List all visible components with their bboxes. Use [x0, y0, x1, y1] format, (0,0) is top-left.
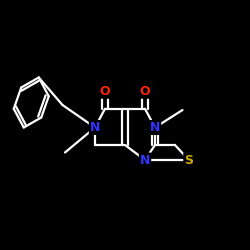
Text: N: N — [140, 154, 150, 166]
Text: N: N — [90, 121, 100, 134]
Text: N: N — [150, 121, 160, 134]
Text: O: O — [140, 85, 150, 98]
Text: O: O — [100, 85, 110, 98]
Text: S: S — [184, 154, 193, 166]
